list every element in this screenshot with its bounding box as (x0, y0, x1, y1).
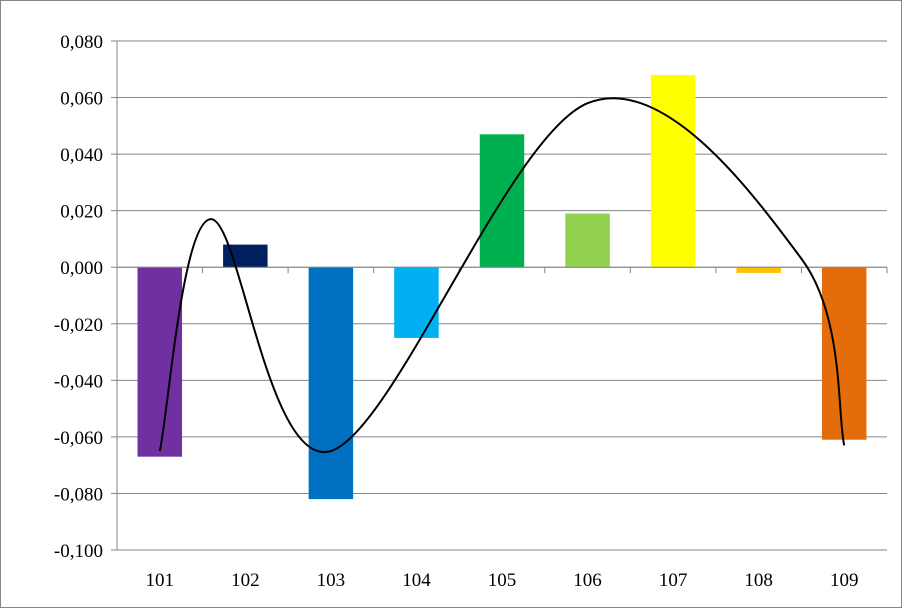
bar-107 (650, 74, 696, 268)
x-tick-label: 108 (744, 570, 773, 591)
x-tick-label: 105 (488, 570, 517, 591)
bars (137, 74, 867, 500)
bar-109 (821, 267, 867, 440)
bar-106 (565, 213, 610, 268)
y-tick-label: -0,060 (54, 428, 103, 449)
x-tick-label: 102 (231, 570, 260, 591)
bar-104 (394, 267, 439, 338)
x-tick-labels: 101 102 103 104 105 106 107 108 109 (146, 570, 859, 591)
x-tick-label: 101 (146, 570, 175, 591)
x-tick-label: 109 (830, 570, 859, 591)
axes (111, 40, 888, 551)
x-tick-label: 106 (573, 570, 602, 591)
trend-line-group (158, 97, 846, 453)
x-tick-label: 103 (317, 570, 346, 591)
bar-108 (736, 267, 781, 273)
y-tick-label: -0,080 (54, 484, 103, 505)
y-tick-label: -0,020 (54, 315, 103, 336)
trend-line (158, 97, 846, 453)
y-tick-label: 0,080 (60, 32, 103, 53)
y-tick-label: 0,060 (60, 89, 103, 110)
x-tick-label: 107 (659, 570, 688, 591)
y-tick-label: 0,040 (60, 145, 103, 166)
bar-103 (308, 267, 354, 500)
y-tick-label: 0,020 (60, 202, 103, 223)
y-tick-labels: 0,080 0,060 0,040 0,020 0,000 -0,020 -0,040 -0,… (54, 32, 103, 562)
gridlines (117, 40, 887, 551)
x-tick-label: 104 (402, 570, 431, 591)
y-tick-label: -0,100 (54, 541, 103, 562)
bar-101 (137, 267, 183, 457)
y-tick-label: -0,040 (54, 371, 103, 392)
y-tick-label: 0,000 (60, 258, 103, 279)
